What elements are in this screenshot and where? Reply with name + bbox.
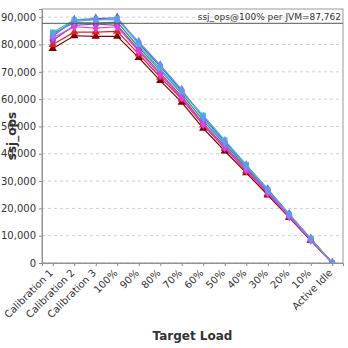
annotation: ssj_ops@100% per JVM=87,762 xyxy=(198,12,341,22)
x-tick: Active Idle xyxy=(290,263,335,312)
grid-line xyxy=(42,181,343,182)
series-line xyxy=(53,22,333,263)
marker xyxy=(329,258,335,263)
y-tick: 0 xyxy=(30,258,42,269)
grid-line xyxy=(42,71,343,72)
grid-line xyxy=(42,99,343,100)
series-line xyxy=(53,24,333,263)
series-line xyxy=(53,31,333,263)
x-tick-label: 50% xyxy=(204,267,228,291)
series-markers xyxy=(50,22,335,263)
plot: 010,00020,00030,00040,00050,00060,00070,… xyxy=(1,9,344,320)
y-tick: 30,000 xyxy=(1,176,42,187)
marker xyxy=(93,13,99,23)
x-tick: 90% xyxy=(118,263,142,291)
y-tick: 90,000 xyxy=(1,12,42,23)
grid-line xyxy=(42,208,343,209)
y-tick-label: 60,000 xyxy=(1,94,36,105)
x-axis-title: Target Load xyxy=(153,329,233,343)
x-tick-label: 90% xyxy=(118,267,142,291)
grid xyxy=(42,17,343,263)
marker xyxy=(136,46,142,56)
marker xyxy=(265,186,271,196)
x-tick-label: 80% xyxy=(139,267,163,291)
y-tick-label: 70,000 xyxy=(1,67,36,78)
y-tick: 60,000 xyxy=(1,94,42,105)
y-tick: 20,000 xyxy=(1,203,42,214)
y-axis-title: ssj_ops xyxy=(5,112,20,160)
x-tick: 20% xyxy=(268,263,292,291)
series-markers xyxy=(50,19,335,263)
marker xyxy=(157,69,163,79)
chart: 010,00020,00030,00040,00050,00060,00070,… xyxy=(0,0,348,348)
x-tick: 60% xyxy=(182,263,206,291)
x-tick-label: 30% xyxy=(247,267,271,291)
plot-frame xyxy=(42,9,343,263)
reference-line xyxy=(42,23,343,24)
x-tick: Calibration 3 xyxy=(45,263,98,320)
plot-background xyxy=(42,9,343,263)
series-markers xyxy=(50,21,336,263)
grid-line xyxy=(42,126,343,127)
grid-line xyxy=(42,44,343,45)
series-markers xyxy=(50,16,335,263)
series-line xyxy=(53,36,333,263)
data-area xyxy=(42,13,343,263)
y-axis: 010,00020,00030,00040,00050,00060,00070,… xyxy=(1,10,43,269)
series-markers xyxy=(49,31,337,263)
x-tick-label: 60% xyxy=(182,267,206,291)
x-tick-label: 40% xyxy=(225,267,249,291)
grid-line xyxy=(42,153,343,154)
y-tick: 80,000 xyxy=(1,39,42,50)
series-line xyxy=(53,19,333,263)
marker xyxy=(50,30,56,40)
x-axis: Calibration 1Calibration 2Calibration 31… xyxy=(2,263,343,320)
y-tick-label: 30,000 xyxy=(1,176,36,187)
x-tick: 80% xyxy=(139,263,163,291)
x-tick: 30% xyxy=(247,263,271,291)
x-tick: 100% xyxy=(92,263,120,295)
y-tick-label: 10,000 xyxy=(1,230,36,241)
marker xyxy=(71,16,77,26)
x-tick-label: Calibration 3 xyxy=(45,267,98,320)
marker xyxy=(286,210,292,220)
series-line xyxy=(53,19,333,263)
y-tick: 70,000 xyxy=(1,67,42,78)
marker xyxy=(222,138,228,148)
series-markers xyxy=(50,14,335,263)
x-tick: 50% xyxy=(204,263,228,291)
series-markers xyxy=(49,27,337,263)
x-tick-label: Active Idle xyxy=(290,267,335,312)
x-tick-label: 70% xyxy=(161,267,185,291)
y-tick-label: 0 xyxy=(30,258,36,269)
series-line xyxy=(53,27,333,263)
x-tick: 40% xyxy=(225,263,249,291)
y-tick: 10,000 xyxy=(1,230,42,241)
x-axis-line xyxy=(43,264,344,267)
marker xyxy=(243,161,249,171)
y-tick-label: 20,000 xyxy=(1,203,36,214)
x-tick-label: 20% xyxy=(268,267,292,291)
y-tick-label: 90,000 xyxy=(1,12,36,23)
marker xyxy=(200,113,206,123)
grid-line xyxy=(42,235,343,236)
marker xyxy=(179,84,185,94)
x-tick: 70% xyxy=(161,263,185,291)
x-tick-label: 100% xyxy=(92,267,120,295)
series-markers xyxy=(50,13,335,263)
y-tick-label: 80,000 xyxy=(1,39,36,50)
series-line xyxy=(53,18,333,263)
marker xyxy=(93,23,99,33)
marker xyxy=(308,234,314,244)
marker xyxy=(136,37,142,47)
marker xyxy=(157,60,163,70)
